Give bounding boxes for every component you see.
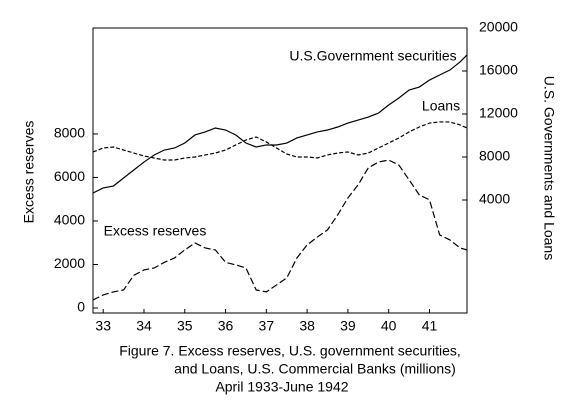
y-axis-title: Excess reserves <box>21 121 37 224</box>
y2-tick-label: 20000 <box>479 19 518 35</box>
y-tick-label: 8000 <box>54 125 85 141</box>
plot-frame <box>92 27 468 314</box>
x-tick-label: 37 <box>259 318 275 334</box>
y-tick-label: 6000 <box>54 168 85 184</box>
x-tick-label: 36 <box>218 318 234 334</box>
y2-tick-label: 16000 <box>479 62 518 78</box>
y2-axis-title: U.S. Governments and Loans <box>541 76 557 260</box>
y2-tick-label: 8000 <box>479 148 510 164</box>
x-tick-label: 38 <box>299 318 315 334</box>
caption-line: Figure 7. Excess reserves, U.S. governme… <box>119 343 461 359</box>
series-label: Loans <box>422 98 460 114</box>
x-tick-label: 33 <box>95 318 111 334</box>
y-tick-label: 0 <box>77 299 85 315</box>
y2-tick-label: 4000 <box>479 191 510 207</box>
series-line <box>92 159 468 301</box>
caption-line: and Loans, U.S. Commercial Banks (millio… <box>174 361 456 377</box>
x-tick-label: 40 <box>381 318 397 334</box>
series-line <box>92 54 468 194</box>
y2-tick-label: 12000 <box>479 105 518 121</box>
series-label: U.S.Government securities <box>289 48 456 64</box>
y-tick-label: 4000 <box>54 212 85 228</box>
caption-line: April 1933-June 1942 <box>215 379 348 395</box>
x-tick-label: 39 <box>340 318 356 334</box>
x-tick-label: 35 <box>177 318 193 334</box>
series-line <box>92 121 468 161</box>
series-label: Excess reserves <box>104 223 207 239</box>
y-tick-label: 2000 <box>54 255 85 271</box>
x-tick-label: 34 <box>136 318 152 334</box>
x-tick-label: 41 <box>422 318 438 334</box>
